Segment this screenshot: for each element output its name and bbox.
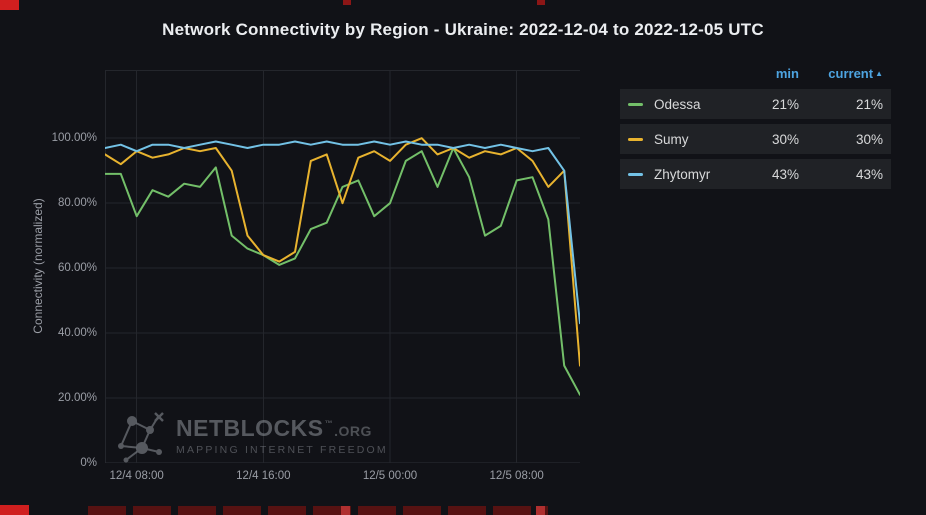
netblocks-logo-icon — [118, 412, 164, 463]
y-axis-tick-label: 100.00% — [51, 132, 97, 145]
y-axis-tick-label: 80.00% — [57, 197, 97, 210]
legend-row-sumy[interactable]: Sumy 30% 30% — [620, 124, 891, 154]
progress-hot-segment — [536, 506, 545, 515]
y-axis-tick-label: 40.00% — [57, 327, 97, 340]
x-axis-tick-label: 12/5 00:00 — [362, 470, 418, 482]
series-current-value: 43% — [855, 166, 883, 182]
legend-sort-current-label: current — [828, 66, 874, 81]
series-name: Zhytomyr — [654, 166, 711, 182]
series-name: Odessa — [654, 96, 701, 112]
series-min-value: 43% — [771, 166, 799, 182]
series-color-swatch — [628, 102, 643, 106]
series-color-swatch — [628, 172, 643, 176]
legend-sort-current[interactable]: current ▲ — [799, 66, 883, 81]
chart-plot-area[interactable] — [104, 70, 581, 464]
connectivity-line-chart — [104, 70, 581, 464]
watermark-suffix: .ORG — [334, 422, 372, 439]
sort-asc-icon: ▲ — [875, 69, 883, 78]
x-axis-tick-label: 12/4 16:00 — [236, 470, 291, 482]
progress-hot-segment — [341, 506, 350, 515]
legend-header: min current ▲ — [620, 66, 891, 81]
trademark-symbol: ™ — [324, 418, 334, 428]
y-axis-tick-label: 60.00% — [57, 262, 97, 275]
red-marker-top-mid — [343, 0, 351, 5]
watermark-brand: NETBLOCKS — [176, 414, 324, 441]
watermark-text: NETBLOCKS™.ORG MAPPING INTERNET FREEDOM — [176, 414, 388, 456]
panel-title: Network Connectivity by Region - Ukraine… — [162, 20, 764, 39]
y-axis-tick-label: 20.00% — [57, 392, 97, 405]
legend-row-odessa[interactable]: Odessa 21% 21% — [620, 89, 891, 119]
red-marker-top-right — [537, 0, 545, 5]
video-progress-strip — [88, 506, 548, 515]
series-color-swatch — [628, 137, 643, 141]
series-current-value: 30% — [855, 131, 883, 147]
watermark-tagline: MAPPING INTERNET FREEDOM — [176, 443, 388, 456]
legend-row-zhytomyr[interactable]: Zhytomyr 43% 43% — [620, 159, 891, 189]
red-marker-top-left — [0, 0, 19, 10]
y-axis-tick-label: 0% — [80, 457, 97, 469]
x-axis-tick-label: 12/4 08:00 — [109, 470, 164, 482]
x-axis-tick-label: 12/5 08:00 — [489, 470, 544, 482]
legend-table: min current ▲ Odessa 21% 21% Sumy 30% 30%… — [620, 66, 891, 194]
series-current-value: 21% — [855, 96, 883, 112]
watermark-brand-line: NETBLOCKS™.ORG — [176, 414, 388, 441]
series-min-value: 30% — [771, 131, 799, 147]
red-marker-bottom-left — [0, 505, 29, 515]
series-name: Sumy — [654, 131, 689, 147]
series-min-value: 21% — [771, 96, 799, 112]
legend-sort-min[interactable]: min — [775, 66, 799, 81]
netblocks-watermark: NETBLOCKS™.ORG MAPPING INTERNET FREEDOM — [114, 408, 388, 464]
